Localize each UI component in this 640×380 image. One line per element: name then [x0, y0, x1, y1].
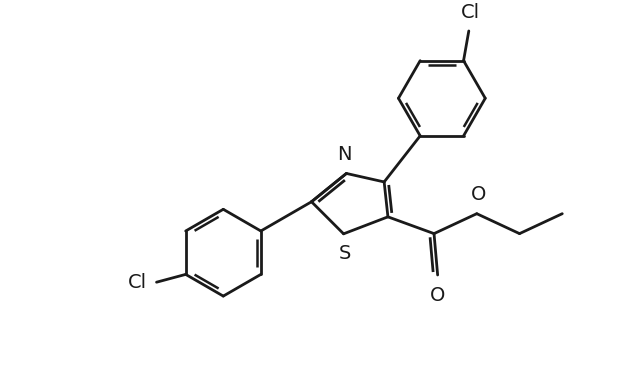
Text: Cl: Cl	[128, 273, 147, 292]
Text: Cl: Cl	[461, 3, 480, 22]
Text: O: O	[471, 185, 486, 204]
Text: O: O	[430, 286, 445, 305]
Text: S: S	[339, 244, 351, 263]
Text: N: N	[337, 145, 352, 164]
